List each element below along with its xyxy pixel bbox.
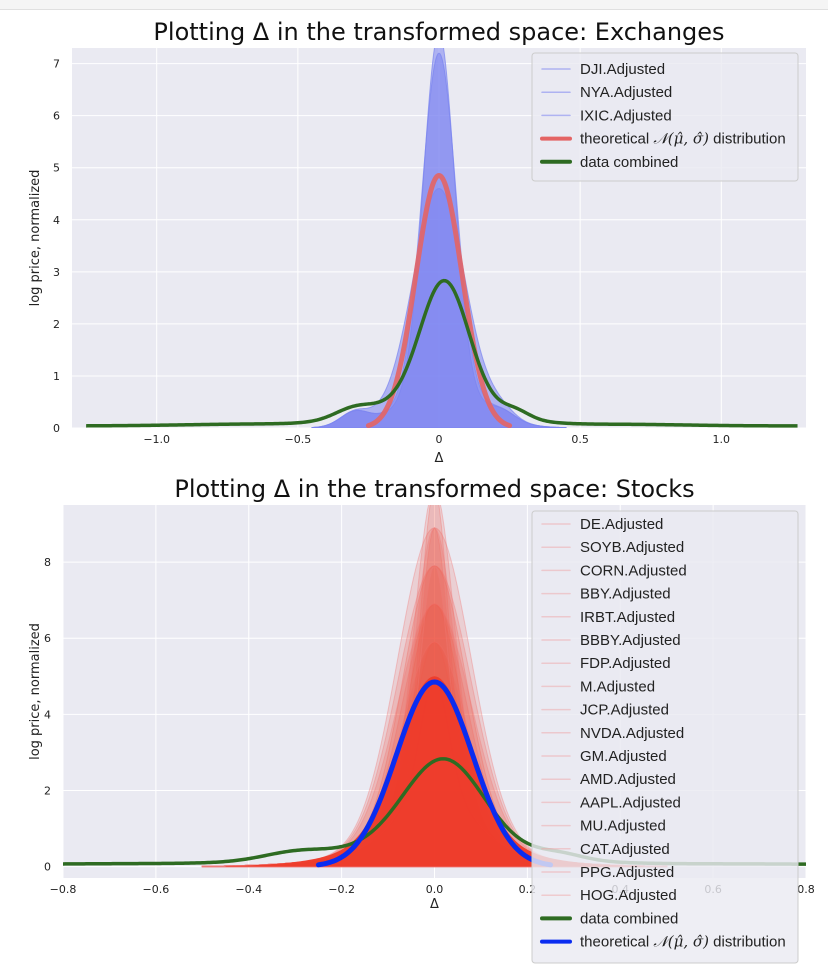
y-tick-label: 4	[53, 214, 60, 227]
legend-label: IXIC.Adjusted	[580, 107, 672, 124]
legend-frame	[531, 52, 799, 182]
legend-frame	[531, 510, 799, 964]
legend-label: NVDA.Adjusted	[580, 725, 684, 742]
legend: DE.Adjusted SOYB.Adjusted CORN.Adjusted BBY…	[531, 510, 799, 964]
x-tick-label: 0.0	[426, 883, 444, 896]
chart-title: Plotting Δ in the transformed space: Sto…	[174, 475, 694, 503]
legend-label: theoretical 𝒩(μ̂, σ̂) distribution	[580, 130, 786, 148]
legend-label: theoretical 𝒩(μ̂, σ̂) distribution	[580, 933, 786, 951]
y-tick-label: 6	[53, 110, 60, 123]
y-axis-label: log price, normalized	[28, 170, 43, 307]
x-axis-label: Δ	[430, 897, 439, 912]
y-tick-label: 2	[44, 784, 51, 797]
y-tick-label: 1	[53, 370, 60, 383]
legend-label: PPG.Adjusted	[580, 864, 674, 881]
y-tick-label: 6	[44, 632, 51, 645]
y-tick-label: 7	[53, 58, 60, 71]
y-tick-label: 2	[53, 318, 60, 331]
x-tick-label: −0.2	[328, 883, 355, 896]
x-tick-label: −0.8	[50, 883, 77, 896]
y-tick-label: 8	[44, 556, 51, 569]
stocks-kde-core	[225, 676, 644, 867]
legend-label: DE.Adjusted	[580, 516, 663, 533]
legend-label: NYA.Adjusted	[580, 84, 672, 101]
legend-label: CAT.Adjusted	[580, 841, 670, 858]
x-axis-label: Δ	[435, 451, 444, 466]
chart-2: Plotting Δ in the transformed space: Sto…	[28, 475, 815, 964]
y-axis-label: log price, normalized	[28, 623, 43, 760]
legend-label: JCP.Adjusted	[580, 702, 669, 719]
legend-label: SOYB.Adjusted	[580, 539, 684, 556]
legend-label: M.Adjusted	[580, 678, 655, 695]
x-tick-label: 0.5	[571, 433, 589, 446]
legend-label: data combined	[580, 910, 678, 927]
x-tick-label: 0.8	[797, 883, 815, 896]
y-tick-label: 4	[44, 708, 51, 721]
series-ixic-adjusted	[311, 188, 567, 428]
chart-title: Plotting Δ in the transformed space: Exc…	[153, 18, 724, 46]
x-tick-label: −0.5	[284, 433, 311, 446]
legend-label: IRBT.Adjusted	[580, 609, 675, 626]
legend-label: MU.Adjusted	[580, 818, 666, 835]
chart-1: Plotting Δ in the transformed space: Exc…	[28, 18, 806, 466]
legend: DJI.Adjusted NYA.Adjusted IXIC.Adjusted the…	[531, 52, 799, 182]
legend-label: BBBY.Adjusted	[580, 632, 681, 649]
y-tick-label: 0	[44, 861, 51, 874]
legend-label: AAPL.Adjusted	[580, 794, 681, 811]
legend-label: CORN.Adjusted	[580, 562, 687, 579]
series-data-combined	[86, 278, 798, 428]
series-theoretical-normal	[365, 172, 513, 428]
legend-label: GM.Adjusted	[580, 748, 667, 765]
x-tick-label: −1.0	[143, 433, 170, 446]
y-tick-label: 3	[53, 266, 60, 279]
legend-label: BBY.Adjusted	[580, 586, 671, 603]
y-tick-label: 5	[53, 162, 60, 175]
notebook-output-border	[0, 0, 828, 10]
plot-area	[86, 48, 798, 428]
x-tick-label: −0.6	[143, 883, 170, 896]
legend-label: FDP.Adjusted	[580, 655, 671, 672]
x-tick-label: 1.0	[713, 433, 731, 446]
legend-label: DJI.Adjusted	[580, 61, 665, 78]
x-tick-label: 0	[436, 433, 443, 446]
plot-area	[63, 505, 806, 868]
legend-label: HOG.Adjusted	[580, 887, 677, 904]
x-tick-label: −0.4	[235, 883, 262, 896]
y-tick-label: 0	[53, 422, 60, 435]
legend-label: data combined	[580, 154, 678, 171]
legend-label: AMD.Adjusted	[580, 771, 676, 788]
series-theoretical-normal	[315, 679, 554, 868]
